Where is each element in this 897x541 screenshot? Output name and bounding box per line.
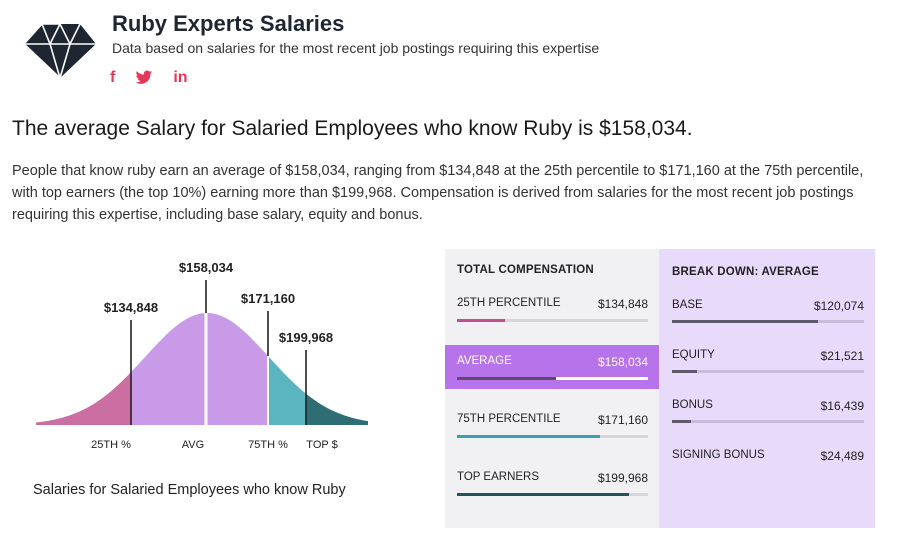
breakdown-panel: BREAK DOWN: AVERAGE BASE $120,074 EQUITY… (659, 249, 875, 528)
marker-label-75th: $171,160 (241, 291, 295, 306)
segment-75th-area (268, 355, 306, 425)
salary-distribution-chart: $134,848 $158,034 $171,160 $199,968 25TH… (36, 260, 368, 451)
linkedin-icon[interactable]: in (173, 69, 188, 86)
row-label: AVERAGE (457, 355, 512, 367)
social-links: f in (110, 68, 188, 88)
chart-caption: Salaries for Salaried Employees who know… (33, 482, 346, 498)
row-equity: EQUITY $21,521 (659, 343, 875, 377)
breakdown-bar-track (672, 370, 864, 373)
row-value: $199,968 (597, 471, 648, 485)
row-value: $171,160 (597, 413, 648, 427)
breakdown-bar-fill (672, 420, 692, 423)
row-label: BONUS (672, 399, 713, 411)
facebook-icon[interactable]: f (110, 69, 116, 86)
percentile-bar-fill (457, 493, 629, 496)
percentile-bar-fill (457, 435, 601, 438)
ruby-gem-logo (23, 22, 96, 79)
marker-label-top: $199,968 (279, 330, 333, 345)
row-label: BASE (672, 299, 703, 311)
row-bonus: BONUS $16,439 (659, 393, 875, 427)
percentile-bar-fill (457, 319, 505, 322)
page-title: Ruby Experts Salaries (112, 11, 345, 36)
row-value: $24,489 (820, 449, 864, 463)
salary-description: People that know ruby earn an average of… (12, 163, 864, 223)
breakdown-bar-fill (672, 370, 697, 373)
percentile-bar-track (457, 493, 648, 496)
row-base: BASE $120,074 (659, 293, 875, 327)
row-25th-percentile: 25TH PERCENTILE $134,848 (445, 289, 659, 331)
row-value: $158,034 (597, 355, 648, 369)
percentile-bar-track (457, 377, 648, 380)
percentile-bar-track (457, 319, 648, 322)
row-average: AVERAGE $158,034 (445, 345, 659, 389)
segment-avg-area (131, 313, 268, 425)
row-value: $120,074 (813, 299, 864, 313)
segment-top-area (306, 393, 368, 425)
average-salary-headline: The average Salary for Salaried Employee… (12, 117, 693, 140)
row-signing-bonus: SIGNING BONUS $24,489 (659, 443, 875, 477)
row-top-earners: TOP EARNERS $199,968 (445, 461, 659, 503)
row-75th-percentile: 75TH PERCENTILE $171,160 (445, 403, 659, 445)
breakdown-bar-track (672, 420, 864, 423)
breakdown-bar-fill (672, 320, 818, 323)
breakdown-title: BREAK DOWN: AVERAGE (672, 266, 819, 278)
row-value: $21,521 (820, 349, 864, 363)
marker-label-25th: $134,848 (104, 300, 158, 315)
percentile-bar-track (457, 435, 648, 438)
row-label: 25TH PERCENTILE (457, 297, 561, 309)
row-value: $134,848 (597, 297, 648, 311)
page-subtitle: Data based on salaries for the most rece… (112, 40, 600, 56)
percentile-bar-fill (457, 377, 557, 380)
breakdown-bar-track (672, 320, 864, 323)
total-compensation-title: TOTAL COMPENSATION (457, 264, 594, 276)
twitter-icon[interactable] (135, 70, 153, 86)
marker-label-avg: $158,034 (179, 260, 234, 275)
axis-label-avg: AVG (182, 439, 204, 451)
row-label: EQUITY (672, 349, 715, 361)
axis-label-top: TOP $ (306, 439, 337, 451)
row-label: TOP EARNERS (457, 471, 540, 483)
axis-label-75th: 75TH % (248, 439, 288, 451)
row-label: 75TH PERCENTILE (457, 413, 561, 425)
axis-label-25th: 25TH % (91, 439, 131, 451)
row-value: $16,439 (820, 399, 864, 413)
row-label: SIGNING BONUS (672, 449, 765, 461)
total-compensation-panel: TOTAL COMPENSATION 25TH PERCENTILE $134,… (445, 249, 659, 528)
segment-25th-area (36, 372, 131, 425)
